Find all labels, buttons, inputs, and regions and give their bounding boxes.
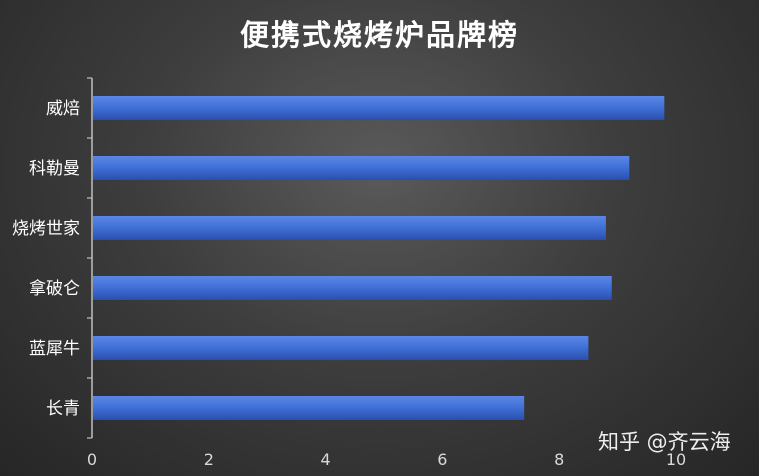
bar-3 — [93, 276, 612, 300]
category-label: 科勒曼 — [29, 159, 80, 179]
category-label: 威焙 — [46, 99, 80, 119]
x-tick-label: 10 — [666, 450, 686, 469]
x-tick-label: 0 — [87, 450, 97, 469]
x-tick-label: 4 — [321, 450, 331, 469]
bar-4 — [93, 336, 589, 360]
chart-title: 便携式烧烤炉品牌榜 — [239, 18, 519, 52]
watermark: 知乎 @齐云海 — [598, 430, 731, 454]
x-tick-label: 2 — [204, 450, 214, 469]
bar-5 — [93, 396, 525, 420]
x-tick-label: 6 — [437, 450, 447, 469]
bar-2 — [93, 216, 606, 240]
category-label: 蓝犀牛 — [29, 339, 80, 359]
bar-0 — [93, 96, 665, 120]
category-label: 烧烤世家 — [12, 219, 80, 239]
category-label: 拿破仑 — [29, 278, 80, 299]
x-tick-label: 8 — [554, 450, 564, 469]
category-label: 长青 — [46, 399, 80, 419]
bar-1 — [93, 156, 630, 180]
